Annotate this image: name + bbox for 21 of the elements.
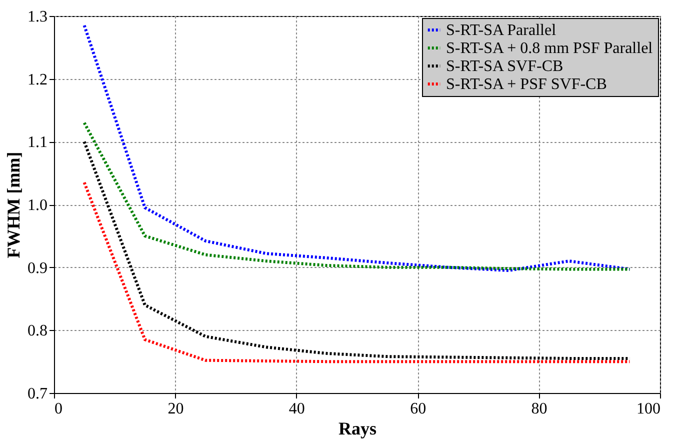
y-tick-label: 0.8 [28,322,48,340]
y-tick-label: 1.3 [28,8,48,26]
legend-label: S-RT-SA + PSF SVF-CB [446,76,607,93]
x-tick-label: 40 [288,400,305,418]
legend-label: S-RT-SA Parallel [446,22,557,39]
x-axis-title: Rays [338,418,377,438]
legend-label: S-RT-SA + 0.8 mm PSF Parallel [446,40,654,57]
x-tick-label: 80 [531,400,548,418]
y-tick-label: 1.2 [28,71,48,88]
y-tick-label: 1.1 [28,134,48,152]
line-series [82,181,632,364]
x-tick-label: 60 [410,400,426,418]
legend-label: S-RT-SA SVF-CB [446,58,564,75]
y-tick-label: 1.0 [28,197,48,214]
line-series [82,121,632,271]
y-tick-label: 0.7 [28,386,48,402]
x-tick-label: 0 [54,400,62,418]
x-tick-label: 20 [168,400,184,418]
x-tick-label: 100 [636,400,660,418]
y-axis-title: FWHM [mm] [4,152,24,258]
y-tick-label: 0.9 [28,260,48,277]
